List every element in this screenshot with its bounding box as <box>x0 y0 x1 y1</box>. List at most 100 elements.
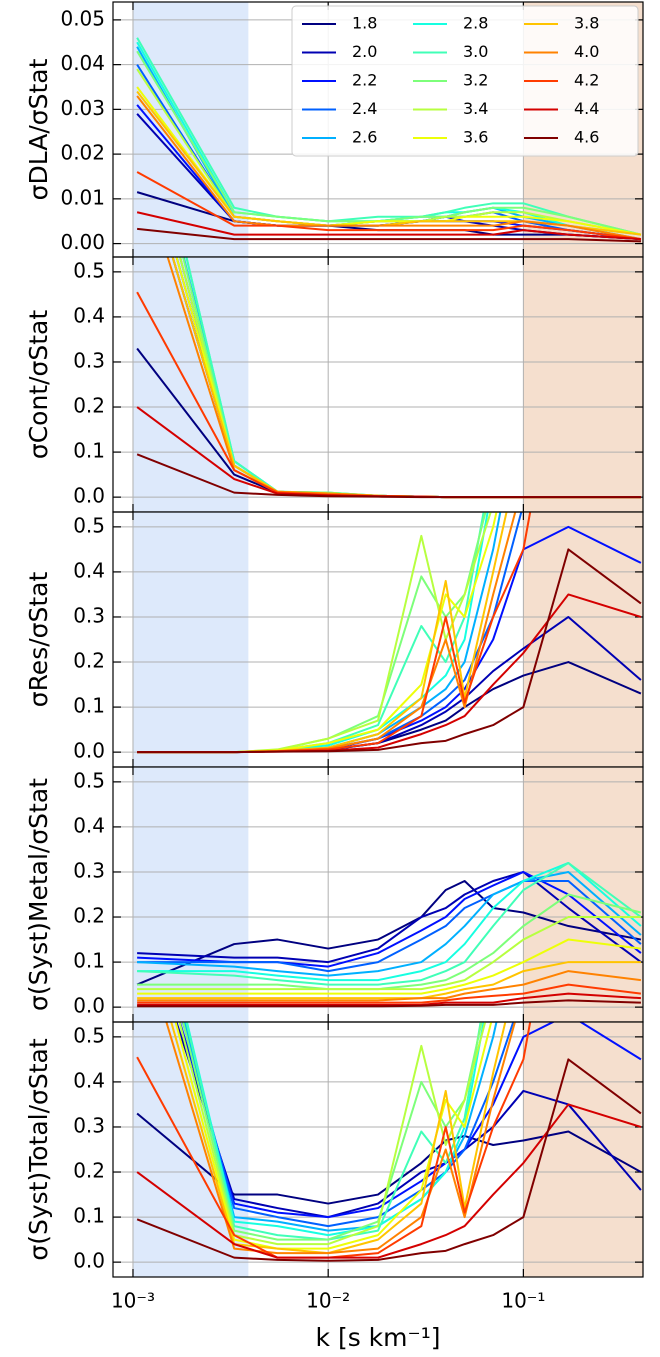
frame <box>112 1021 644 1278</box>
y-tick-label: 0.1 <box>73 1204 105 1228</box>
legend: 1.8 2.0 2.2 2.4 2.6 2.8 3.0 3.2 3.4 3.6 3.8 4.0 4.2 4… <box>291 5 639 157</box>
shaded-region <box>523 257 643 512</box>
lines <box>137 512 642 754</box>
x-tick-label: 10⁻³ <box>111 1289 155 1313</box>
legend-box <box>291 5 639 157</box>
y-tick-label: 0.4 <box>73 303 105 327</box>
series-line <box>175 1022 642 1219</box>
y-tick-label: 0.1 <box>73 694 105 718</box>
legend-label: 2.6 <box>352 128 377 147</box>
legend-label: 3.0 <box>463 42 488 61</box>
panel: 0.00 0.01 0.02 0.03 0.04 0.05 σDLA/σStat 1.8 2.0… <box>24 1 644 258</box>
y-tick-label: 0.3 <box>73 348 105 372</box>
series-line <box>178 1022 642 1219</box>
series-line <box>137 861 642 986</box>
series-line <box>137 893 642 991</box>
series-line <box>137 870 642 977</box>
y-tick-label: 0.3 <box>73 858 105 882</box>
legend-label: 4.0 <box>574 42 599 61</box>
series-line <box>137 938 642 995</box>
legend-label: 3.6 <box>463 128 488 147</box>
y-tick-label: 0.02 <box>60 141 105 165</box>
y-tick-label: 0.00 <box>60 230 105 254</box>
series-line <box>137 992 641 1006</box>
legend-label: 2.2 <box>352 71 377 90</box>
series-line <box>137 227 641 243</box>
legend-label: 1.8 <box>352 14 377 33</box>
y-tick-label: 0.0 <box>73 994 105 1018</box>
y-tick-label: 0.1 <box>73 439 105 463</box>
shaded-region <box>132 767 249 1022</box>
y-tick-label: 0.5 <box>73 1023 105 1047</box>
legend-label: 3.2 <box>463 71 488 90</box>
series-line <box>136 879 642 986</box>
y-tick-label: 0.5 <box>73 513 105 537</box>
y-tick-label: 0.4 <box>73 1068 105 1092</box>
series-line <box>137 999 641 1008</box>
legend-label: 4.2 <box>574 71 599 90</box>
legend-label: 4.4 <box>574 99 599 118</box>
panel: 0.0 0.1 0.2 0.3 0.4 0.5 σCont/σStat <box>24 256 644 513</box>
series-line <box>165 1022 516 1255</box>
legend-label: 3.4 <box>463 99 488 118</box>
legend-label: 4.6 <box>574 128 599 147</box>
legend-label: 2.0 <box>352 42 377 61</box>
lines <box>136 37 642 243</box>
y-tick-label: 0.2 <box>73 1159 105 1183</box>
legend-label: 3.8 <box>574 14 599 33</box>
panel: 0.0 0.1 0.2 0.3 0.4 0.5 σ(Syst)Metal/σStat <box>24 766 644 1023</box>
y-axis-label: σDLA/σStat <box>24 58 53 200</box>
lines <box>136 861 642 1008</box>
series-line <box>137 861 642 982</box>
series-line <box>136 1022 532 1259</box>
y-tick-label: 0.0 <box>73 739 105 763</box>
y-axis-label: σ(Syst)Metal/σStat <box>24 778 53 1011</box>
panel: 0.0 0.1 0.2 0.3 0.4 0.5 σRes/σStat <box>24 511 644 768</box>
panel: 10⁻³ 10⁻² 10⁻¹ 0.0 0.1 0.2 0.3 0.4 0.5 σ(Syst)Tot… <box>24 1021 644 1352</box>
y-tick-label: 0.4 <box>73 813 105 837</box>
y-tick-label: 0.2 <box>73 649 105 673</box>
y-tick-label: 0.2 <box>73 904 105 928</box>
y-tick-label: 0.4 <box>73 558 105 582</box>
series-line <box>137 970 642 1002</box>
y-tick-label: 0.3 <box>73 1113 105 1137</box>
x-tick-label: 10⁻¹ <box>501 1289 545 1313</box>
series-line <box>137 916 641 991</box>
y-tick-label: 0.3 <box>73 603 105 627</box>
series-line <box>136 1103 642 1259</box>
series-line <box>137 548 642 754</box>
series-line <box>137 961 641 1000</box>
y-tick-label: 0.01 <box>60 185 105 209</box>
y-axis-label: σCont/σStat <box>24 310 53 460</box>
y-tick-label: 0.0 <box>73 484 105 508</box>
y-tick-label: 0.0 <box>73 1249 105 1273</box>
y-tick-label: 0.2 <box>73 394 105 418</box>
legend-label: 2.4 <box>352 99 377 118</box>
y-axis-label: σ(Syst)Total/σStat <box>24 1038 53 1260</box>
y-tick-label: 0.5 <box>73 768 105 792</box>
shaded-region <box>523 512 643 767</box>
y-tick-label: 0.03 <box>60 96 105 120</box>
lines <box>136 1022 642 1262</box>
series-line <box>136 453 641 499</box>
series-line <box>137 879 642 973</box>
x-tick-label: 10⁻² <box>306 1289 350 1313</box>
series-line <box>136 50 642 236</box>
shaded-region <box>132 512 249 767</box>
legend-label: 2.8 <box>463 14 488 33</box>
y-tick-label: 0.05 <box>60 6 105 30</box>
shaded-region <box>523 1022 643 1277</box>
series-line <box>182 1022 483 1241</box>
y-tick-label: 0.1 <box>73 949 105 973</box>
series-line <box>136 1058 642 1262</box>
y-tick-label: 0.5 <box>73 258 105 282</box>
x-axis-label: k [s km⁻¹] <box>316 1323 441 1352</box>
y-tick-label: 0.04 <box>60 51 105 75</box>
series-line <box>137 983 642 1004</box>
series-line <box>170 1022 507 1255</box>
series-line <box>178 1022 487 1246</box>
series-line <box>136 211 641 241</box>
series-line <box>136 171 642 241</box>
lines <box>136 257 641 499</box>
